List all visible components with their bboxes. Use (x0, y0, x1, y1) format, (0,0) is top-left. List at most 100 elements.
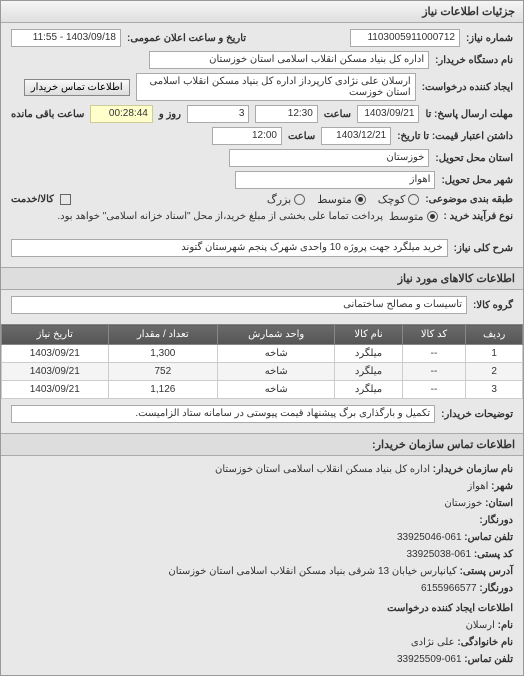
radio-large[interactable] (294, 194, 305, 205)
table-cell: میلگرد (335, 381, 402, 399)
deadline-label: مهلت ارسال پاسخ: تا (425, 109, 513, 120)
th-code[interactable]: کد کالا (402, 325, 466, 345)
org-city-label: شهر: (491, 481, 513, 492)
cash-label: کالا/خدمت (11, 194, 54, 205)
buyer-note-section: توضیحات خریدار: تکمیل و بارگذاری برگ پیش… (1, 399, 523, 433)
goods-section-title: اطلاعات کالاهای مورد نیاز (1, 267, 523, 290)
org-address-label: آدرس پستی: (460, 566, 513, 577)
org-address: کیانپارس خیابان 13 شرقی بنیاد مسکن انقلا… (168, 566, 456, 577)
radio-process-medium[interactable] (427, 211, 438, 222)
cash-checkbox[interactable] (60, 194, 71, 205)
org-lname: علی نژادی (411, 637, 455, 648)
org-cphone: 061-33925509 (397, 654, 462, 665)
org-info-block: نام سازمان خریدار: اداره کل بنیاد مسکن ا… (1, 456, 523, 675)
org-phone-label: تلفن تماس: (464, 532, 513, 543)
deadline-time-field: 12:30 (255, 105, 317, 123)
creator-label: ایجاد کننده درخواست: (422, 82, 513, 93)
province-label: استان محل تحویل: (435, 153, 513, 164)
table-cell: -- (402, 345, 466, 363)
city-field: اهواز (235, 171, 435, 189)
deadline-time-label: ساعت (324, 109, 351, 120)
org-section-title: اطلاعات تماس سازمان خریدار: (1, 433, 523, 456)
process-label: نوع فرآیند خرید : (444, 211, 513, 222)
org-name: اداره کل بنیاد مسکن انقلاب اسلامی استان … (215, 464, 430, 475)
org-province-label: استان: (485, 498, 513, 509)
buyer-label: نام دستگاه خریدار: (435, 55, 513, 66)
th-name[interactable]: نام کالا (335, 325, 402, 345)
table-cell: -- (402, 381, 466, 399)
org-name-label: نام سازمان خریدار: (433, 464, 513, 475)
buyer-field: اداره کل بنیاد مسکن انقلاب اسلامی استان … (149, 51, 429, 69)
th-qty[interactable]: تعداد / مقدار (108, 325, 217, 345)
req-creator-title: اطلاعات ایجاد کننده درخواست (11, 601, 513, 617)
creator-field: ارسلان علی نژادی کارپرداز اداره کل بنیاد… (136, 73, 416, 101)
buyer-note-label: توضیحات خریدار: (441, 409, 513, 420)
table-cell: میلگرد (335, 363, 402, 381)
radio-process-medium-label: متوسط (389, 210, 424, 223)
panel-header: جزئیات اطلاعات نیاز (1, 1, 523, 23)
category-radio-group: کوچک متوسط بزرگ (267, 193, 419, 206)
remain-days-label: روز و (159, 109, 181, 120)
panel-title: جزئیات اطلاعات نیاز (422, 6, 515, 18)
price-valid-time-label: ساعت (288, 131, 315, 142)
table-cell: 1403/09/21 (2, 363, 109, 381)
table-row[interactable]: 2--میلگردشاخه7521403/09/21 (2, 363, 523, 381)
radio-small[interactable] (408, 194, 419, 205)
table-cell: شاخه (218, 345, 335, 363)
table-cell: 1403/09/21 (2, 381, 109, 399)
announce-label: تاریخ و ساعت اعلان عمومی: (127, 33, 246, 44)
th-date[interactable]: تاریخ نیاز (2, 325, 109, 345)
table-cell: 1 (466, 345, 523, 363)
radio-medium[interactable] (355, 194, 366, 205)
price-valid-date-field: 1403/12/21 (321, 127, 391, 145)
announce-field: 1403/09/18 - 11:55 (11, 29, 121, 47)
table-cell: -- (402, 363, 466, 381)
province-field: خوزستان (229, 149, 429, 167)
process-note: پرداخت تماما علی بخشی از مبلغ خرید،از مح… (57, 211, 383, 222)
request-info-section: شماره نیاز: 1103005911000712 تاریخ و ساع… (1, 23, 523, 233)
table-cell: شاخه (218, 381, 335, 399)
radio-medium-label: متوسط (317, 193, 352, 206)
contact-buyer-button[interactable]: اطلاعات تماس خریدار (24, 79, 130, 96)
desc-label: شرح کلی نیاز: (454, 243, 513, 254)
number-label: شماره نیاز: (466, 33, 513, 44)
table-cell: 1,126 (108, 381, 217, 399)
org-province: خوزستان (444, 498, 482, 509)
org-lname-label: نام خانوادگی: (457, 637, 513, 648)
org-postal-label: کد پستی: (474, 549, 513, 560)
org-city: اهواز (468, 481, 489, 492)
radio-small-label: کوچک (378, 193, 406, 206)
deadline-date-field: 1403/09/21 (357, 105, 419, 123)
table-cell: شاخه (218, 363, 335, 381)
price-valid-time-field: 12:00 (212, 127, 282, 145)
org-phone: 061-33925046 (397, 532, 462, 543)
number-field: 1103005911000712 (350, 29, 460, 47)
goods-table: ردیف کد کالا نام کالا واحد شمارش تعداد /… (1, 324, 523, 399)
th-unit[interactable]: واحد شمارش (218, 325, 335, 345)
table-cell: 3 (466, 381, 523, 399)
description-section: شرح کلی نیاز: خرید میلگرد جهت پروژه 10 و… (1, 233, 523, 267)
radio-large-label: بزرگ (267, 193, 291, 206)
table-cell: 2 (466, 363, 523, 381)
city-label: شهر محل تحویل: (441, 175, 513, 186)
remain-days-field: 3 (187, 105, 249, 123)
table-cell: 1,300 (108, 345, 217, 363)
table-header-row: ردیف کد کالا نام کالا واحد شمارش تعداد /… (2, 325, 523, 345)
buyer-note-field: تکمیل و بارگذاری برگ پیشنهاد قیمت پیوستی… (11, 405, 435, 423)
org-fax-label: دورنگار: (479, 515, 513, 526)
org-fax: 6155966577 (421, 583, 477, 594)
remain-label: ساعت باقی مانده (11, 109, 84, 120)
remain-time-field: 00:28:44 (90, 105, 152, 123)
org-fname: ارسلان (466, 620, 495, 631)
table-cell: میلگرد (335, 345, 402, 363)
table-row[interactable]: 1--میلگردشاخه1,3001403/09/21 (2, 345, 523, 363)
org-fax2-label: دورنگار: (479, 583, 513, 594)
org-postal: 061-33925038 (407, 549, 472, 560)
group-label: گروه کالا: (473, 300, 513, 311)
group-field: تاسیسات و مصالح ساختمانی (11, 296, 467, 314)
main-panel: جزئیات اطلاعات نیاز شماره نیاز: 11030059… (0, 0, 524, 676)
table-cell: 752 (108, 363, 217, 381)
desc-field: خرید میلگرد جهت پروژه 10 واحدی شهرک پنجم… (11, 239, 448, 257)
th-row[interactable]: ردیف (466, 325, 523, 345)
table-row[interactable]: 3--میلگردشاخه1,1261403/09/21 (2, 381, 523, 399)
